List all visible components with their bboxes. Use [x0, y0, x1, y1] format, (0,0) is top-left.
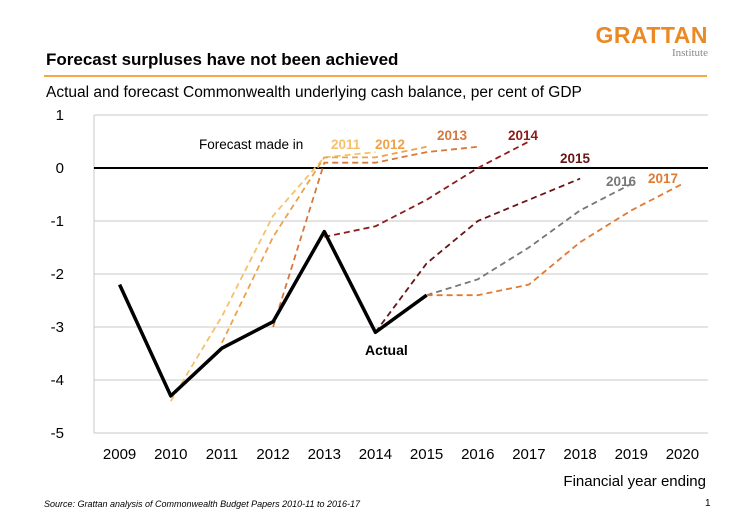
series-label-2011: 2011	[331, 137, 361, 152]
series-line-actual	[118, 229, 428, 398]
x-axis-title: Financial year ending	[563, 473, 706, 490]
series-label-2013: 2013	[437, 128, 468, 143]
x-tick-label: 2018	[563, 446, 596, 463]
x-tick-label: 2015	[410, 446, 443, 463]
x-tick-label: 2017	[512, 446, 545, 463]
x-tick-label: 2014	[359, 446, 392, 463]
series-label-2017: 2017	[648, 171, 678, 186]
page-number: 1	[705, 498, 711, 509]
y-tick-label: -5	[51, 425, 64, 442]
series-line-forecast-2012	[221, 145, 427, 344]
series-label-actual: Actual	[365, 342, 408, 358]
x-tick-label: 2016	[461, 446, 494, 463]
series-line-forecast-2015	[374, 177, 581, 333]
x-tick-label: 2011	[206, 446, 238, 463]
y-tick-label: 0	[56, 160, 64, 177]
y-tick-label: 1	[56, 107, 64, 124]
logo-subtext: Institute	[671, 47, 708, 59]
series-line-forecast-2016	[426, 183, 632, 297]
x-tick-label: 2019	[615, 446, 648, 463]
title-divider	[44, 75, 707, 77]
forecast-legend-prefix: Forecast made in	[199, 137, 303, 152]
chart-subtitle: Actual and forecast Commonwealth underly…	[46, 84, 582, 101]
x-tick-label: 2012	[256, 446, 289, 463]
y-tick-label: -4	[51, 372, 64, 389]
series-line-forecast-2011	[170, 151, 376, 402]
chart-title: Forecast surpluses have not been achieve…	[46, 50, 399, 69]
series-label-2015: 2015	[560, 151, 591, 166]
y-tick-label: -3	[51, 319, 64, 336]
x-tick-label: 2009	[103, 446, 136, 463]
y-tick-label: -1	[51, 213, 64, 230]
x-tick-label: 2013	[308, 446, 341, 463]
source-note: Source: Grattan analysis of Commonwealth…	[44, 499, 361, 509]
y-tick-label: -2	[51, 266, 64, 283]
series-line-forecast-2013	[272, 145, 478, 328]
series-line-forecast-2017	[426, 183, 683, 297]
x-tick-label: 2010	[154, 446, 187, 463]
series-label-2016: 2016	[606, 174, 637, 189]
series-label-2014: 2014	[508, 128, 539, 143]
grattan-logo: GRATTAN Institute	[595, 22, 708, 60]
logo-wordmark: GRATTAN	[595, 22, 708, 48]
series-label-2012: 2012	[375, 137, 405, 152]
series-line-forecast-2014	[324, 140, 530, 238]
x-tick-label: 2020	[666, 446, 699, 463]
